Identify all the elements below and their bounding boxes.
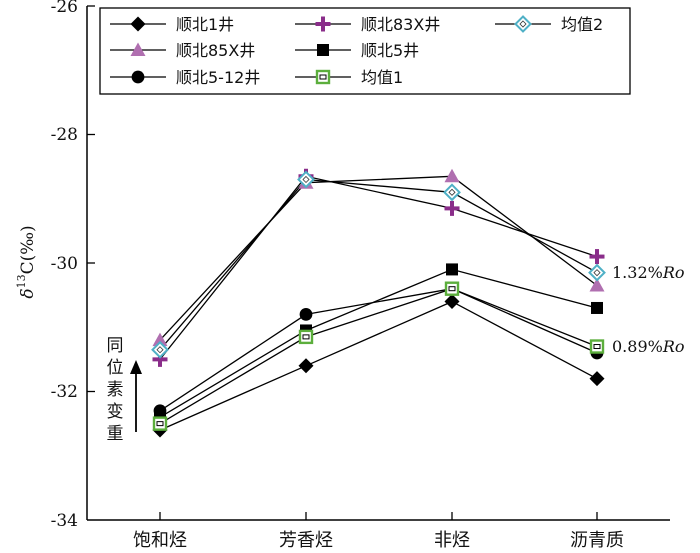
legend-label: 顺北5井: [361, 41, 419, 60]
data-point: [444, 200, 460, 216]
series-line: [159, 178, 598, 351]
y-tick-label: -34: [51, 511, 78, 531]
legend-label: 顺北83X井: [361, 15, 440, 34]
y-axis-title-sup: 13: [15, 274, 28, 288]
legend-item: 顺北83X井: [295, 15, 440, 34]
series-line: [159, 175, 598, 360]
y-axis-title-rest: C(‰): [18, 225, 38, 274]
data-point: [444, 294, 460, 310]
y-tick-label: -30: [51, 254, 78, 274]
series-6: [159, 288, 598, 425]
data-point: [588, 263, 606, 282]
data-point: [298, 358, 314, 374]
y-tick-label: -28: [51, 125, 78, 145]
series-3: [159, 288, 598, 412]
series-layer: [151, 168, 606, 438]
data-point: [444, 281, 460, 296]
legend-item: 顺北1井: [110, 15, 234, 34]
series-line: [159, 175, 598, 341]
legend-item: 顺北5井: [295, 41, 419, 60]
data-point: [443, 183, 461, 202]
arrow-label-char: 素: [107, 380, 124, 400]
y-tick-label: -26: [51, 0, 78, 17]
series-line: [159, 268, 598, 418]
legend-label: 顺北5-12井: [176, 68, 260, 87]
series-line: [159, 288, 598, 412]
x-tick-label: 芳香烃: [279, 530, 333, 551]
ro-annotation-high: 1.32%Ro: [612, 263, 685, 282]
x-tick-label: 非烃: [434, 530, 470, 551]
data-point: [152, 351, 168, 367]
legend-marker: [317, 44, 329, 56]
data-point: [151, 340, 169, 359]
legend-item: 均值2: [495, 15, 603, 34]
series-line: [159, 300, 598, 431]
legend-item: 均值1: [295, 68, 403, 87]
legend-item: 顺北85X井: [110, 41, 255, 60]
y-tick-label: -32: [51, 382, 78, 402]
legend-label: 均值2: [561, 15, 603, 34]
legend-label: 顺北1井: [176, 15, 234, 34]
data-point: [446, 263, 458, 276]
arrow-label-char: 位: [107, 358, 124, 378]
legend-item: 顺北5-12井: [110, 68, 260, 87]
legend-marker: [130, 16, 146, 32]
data-point: [589, 249, 605, 265]
arrow-label-char: 变: [107, 402, 124, 422]
series-2: [159, 175, 598, 341]
y-axis-title-delta: δ: [18, 288, 38, 298]
legend-box: [99, 7, 631, 95]
data-point: [297, 170, 315, 189]
x-ticks: 饱和烃 芳香烃 非烃 沥青质: [133, 512, 624, 551]
series-4: [159, 175, 598, 360]
data-point: [444, 168, 460, 183]
y-ticks: -26 -28 -30 -32 -34: [51, 0, 95, 531]
x-tick-label: 沥青质: [570, 530, 624, 551]
legend-marker: [130, 42, 146, 56]
data-point: [152, 332, 168, 347]
legend-marker: [131, 70, 145, 84]
legend-label: 顺北85X井: [176, 41, 255, 60]
data-point: [152, 416, 168, 431]
x-tick-label: 饱和烃: [133, 530, 187, 551]
series-1: [159, 300, 598, 431]
legend-label: 均值1: [361, 68, 403, 87]
data-point: [299, 308, 313, 321]
heavier-isotope-annotation: 同 位 素 变 重: [107, 336, 142, 444]
legend-marker: [514, 15, 532, 33]
arrow-label-char: 同: [107, 336, 124, 356]
series-5: [159, 268, 598, 418]
up-arrow-head: [130, 360, 142, 374]
data-point: [589, 371, 605, 387]
data-point: [298, 329, 314, 345]
series-7: [159, 178, 598, 351]
arrow-label-char: 重: [107, 424, 124, 444]
data-point: [589, 277, 605, 292]
ro-annotation-low: 0.89%Ro: [612, 337, 685, 356]
legend-marker: [315, 16, 331, 32]
legend-marker: [315, 69, 331, 85]
data-point: [591, 301, 603, 314]
data-point: [589, 339, 605, 354]
y-axis-title: δ13C(‰): [15, 225, 38, 298]
series-line: [159, 288, 598, 425]
